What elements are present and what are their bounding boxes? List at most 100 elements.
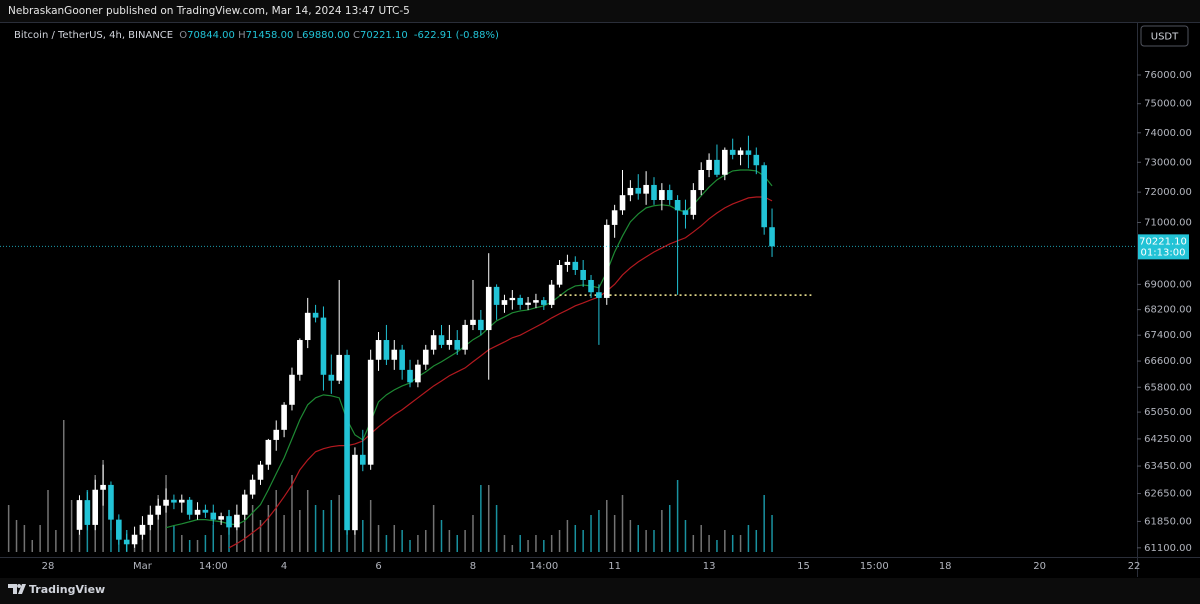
volume-bar <box>558 530 561 552</box>
volume-bar <box>322 510 325 552</box>
volume-bar <box>771 515 773 552</box>
candle-body <box>611 210 618 225</box>
volume-bar <box>582 530 584 552</box>
candle-body <box>706 159 712 171</box>
ohlc-value: 70221.10 <box>360 30 408 41</box>
y-tick-label: 66600.00 <box>1144 356 1192 367</box>
x-tick-label: 14:00 <box>199 561 228 572</box>
x-tick-label: 13 <box>703 561 716 572</box>
candle-body <box>596 292 602 298</box>
change: -622.91 (-0.88%) <box>414 30 499 41</box>
volume-bar <box>692 535 695 552</box>
y-tick-label: 65050.00 <box>1144 407 1192 418</box>
candle-body <box>163 499 169 506</box>
volume-bar <box>306 490 309 552</box>
x-tick-label: 15 <box>797 561 810 572</box>
candle-body <box>241 494 248 515</box>
volume-bar <box>668 505 671 552</box>
candle-body <box>698 170 705 191</box>
x-tick-label: 11 <box>608 561 621 572</box>
ohlc-value: 71458.00 <box>246 30 294 41</box>
candle-body <box>155 505 161 515</box>
ohlc-key: L <box>297 30 303 41</box>
candle-body <box>171 499 177 503</box>
candle-body <box>769 227 775 247</box>
volume-bar <box>330 500 333 552</box>
volume-bar <box>645 530 647 552</box>
y-tick-label: 61850.00 <box>1144 516 1192 527</box>
y-tick-label: 67400.00 <box>1144 330 1192 341</box>
y-tick-label: 73000.00 <box>1144 157 1192 168</box>
candle-body <box>580 269 586 280</box>
candle-body <box>438 335 445 345</box>
volume-bar <box>464 530 466 552</box>
candle-body <box>352 454 358 531</box>
ohlc-key: O <box>179 30 187 41</box>
volume-bar <box>220 535 222 552</box>
volume-bar <box>236 520 238 552</box>
candle-body <box>682 210 689 215</box>
ohlc-value: 70844.00 <box>187 30 235 41</box>
x-tick-label: 22 <box>1128 561 1141 572</box>
candle-body <box>391 349 398 360</box>
axes: 76000.00 75000.00 74000.00 73000.00 72000.00… <box>42 70 1192 572</box>
volume-bar <box>251 505 254 552</box>
candle-body <box>635 187 642 194</box>
candle-body <box>186 499 193 515</box>
candle-body <box>564 261 571 265</box>
candle-body <box>462 324 468 350</box>
candle-body <box>753 154 760 166</box>
x-tick-label: 8 <box>470 561 476 572</box>
y-tick-label: 74000.00 <box>1144 128 1192 139</box>
candle-body <box>383 340 390 360</box>
candle-body <box>556 264 563 285</box>
volume-bar <box>188 540 191 552</box>
volume-bar <box>275 490 277 552</box>
currency-button[interactable] <box>1140 25 1189 47</box>
candle-body <box>603 224 610 298</box>
y-tick-label: 62650.00 <box>1144 489 1192 500</box>
volume-bar <box>47 490 49 552</box>
y-tick-label: 63450.00 <box>1144 461 1192 472</box>
candle-body <box>588 279 594 293</box>
volume-bar <box>527 540 529 552</box>
last-price-label: 70221.10 <box>1139 236 1187 247</box>
candle-body <box>108 484 114 520</box>
y-tick-label: 68200.00 <box>1144 305 1192 316</box>
bottom-bar <box>0 578 1200 604</box>
volume-bar <box>739 535 742 552</box>
top-bar <box>0 0 1200 22</box>
plot-area <box>0 135 1137 552</box>
volume-bar <box>15 520 18 552</box>
ohlc-value: 69880.00 <box>302 30 350 41</box>
candle-body <box>123 539 130 545</box>
candle-body <box>226 516 232 528</box>
symbol: Bitcoin / TetherUS, 4h, BINANCE <box>14 30 173 41</box>
candle-body <box>407 369 413 383</box>
candle-body <box>493 286 500 305</box>
volume-bar <box>495 505 498 552</box>
volume-bar <box>102 460 104 552</box>
volume-bar <box>440 520 443 552</box>
candle-body <box>375 340 382 360</box>
candle-body <box>320 317 327 375</box>
volume-bar <box>259 520 262 552</box>
volume-bar <box>62 420 65 552</box>
volume-bar <box>621 495 624 552</box>
candle-body <box>210 512 217 520</box>
moving-average <box>228 196 773 549</box>
moving-average <box>165 169 773 529</box>
volume-bar <box>629 520 632 552</box>
volume-bar <box>543 540 545 552</box>
currency[interactable]: USDT <box>1151 32 1179 43</box>
candle-body <box>517 297 523 305</box>
candle-body <box>485 286 492 331</box>
x-tick-label: 18 <box>939 561 952 572</box>
volume-bar <box>724 530 726 552</box>
volume-bar <box>385 535 388 552</box>
x-tick-label: 15:00 <box>860 561 889 572</box>
volume-bar <box>511 545 514 552</box>
volume-bar <box>299 510 301 552</box>
candle-body <box>501 300 508 305</box>
